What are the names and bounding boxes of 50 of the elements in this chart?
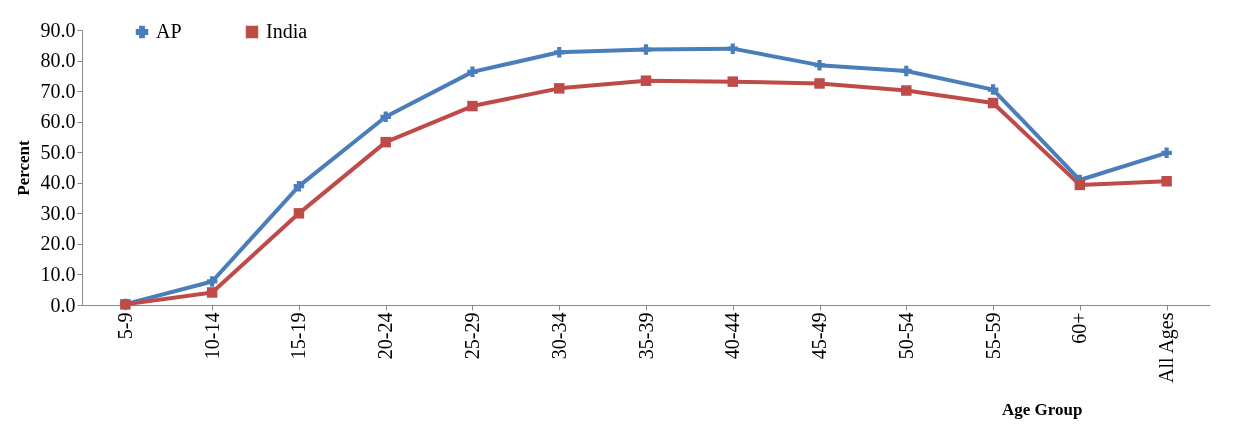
- point: [467, 66, 478, 78]
- legend-label: India: [266, 20, 308, 42]
- point: [206, 276, 218, 287]
- point: [901, 65, 912, 77]
- y-axis-title: Percent: [13, 139, 33, 196]
- point: [293, 180, 305, 192]
- point: [814, 59, 825, 71]
- point: [380, 111, 391, 123]
- y-tick-label: 80.0: [40, 49, 76, 72]
- legend-label: AP: [156, 20, 182, 42]
- point: [206, 287, 218, 298]
- point: [987, 97, 999, 109]
- y-tick-label: 10.0: [40, 262, 76, 285]
- point: [901, 85, 912, 96]
- y-tick-label: 0.0: [50, 293, 76, 316]
- point: [727, 43, 739, 54]
- x-tick-label: 60+: [1068, 312, 1091, 344]
- x-tick-label: 5-9: [113, 312, 136, 340]
- x-tick-label: 45-49: [808, 312, 831, 360]
- x-tick-label: 55-59: [981, 312, 1004, 360]
- x-tick-label: 20-24: [374, 312, 397, 360]
- y-tick-label: 40.0: [40, 171, 76, 194]
- x-tick-label: 50-54: [894, 312, 917, 360]
- point: [640, 44, 652, 55]
- y-tick-label: 60.0: [40, 110, 76, 133]
- point: [640, 75, 652, 86]
- point: [467, 100, 478, 112]
- x-tick-label: 30-34: [547, 312, 570, 360]
- x-tick-label: 25-29: [460, 312, 483, 360]
- point: [380, 136, 391, 148]
- point: [727, 76, 739, 87]
- point: [553, 47, 565, 58]
- y-tick-label: 30.0: [40, 201, 76, 224]
- point: [293, 208, 305, 219]
- point: [814, 78, 825, 89]
- point: [987, 84, 999, 95]
- x-tick-label: 40-44: [721, 312, 744, 360]
- y-tick-label: 70.0: [40, 79, 76, 102]
- x-tick-label: 15-19: [287, 312, 310, 360]
- x-tick-label: 10-14: [200, 312, 223, 360]
- y-tick-label: 90.0: [40, 18, 76, 41]
- point: [1161, 176, 1172, 187]
- x-tick-label: 35-39: [634, 312, 657, 360]
- point: [1161, 147, 1172, 159]
- point: [553, 83, 565, 94]
- y-tick-label: 20.0: [40, 232, 76, 255]
- x-tick-label: All Ages: [1155, 312, 1179, 384]
- point: [1074, 179, 1086, 191]
- x-axis-title: Age Group: [1002, 399, 1083, 419]
- y-tick-label: 50.0: [40, 140, 76, 163]
